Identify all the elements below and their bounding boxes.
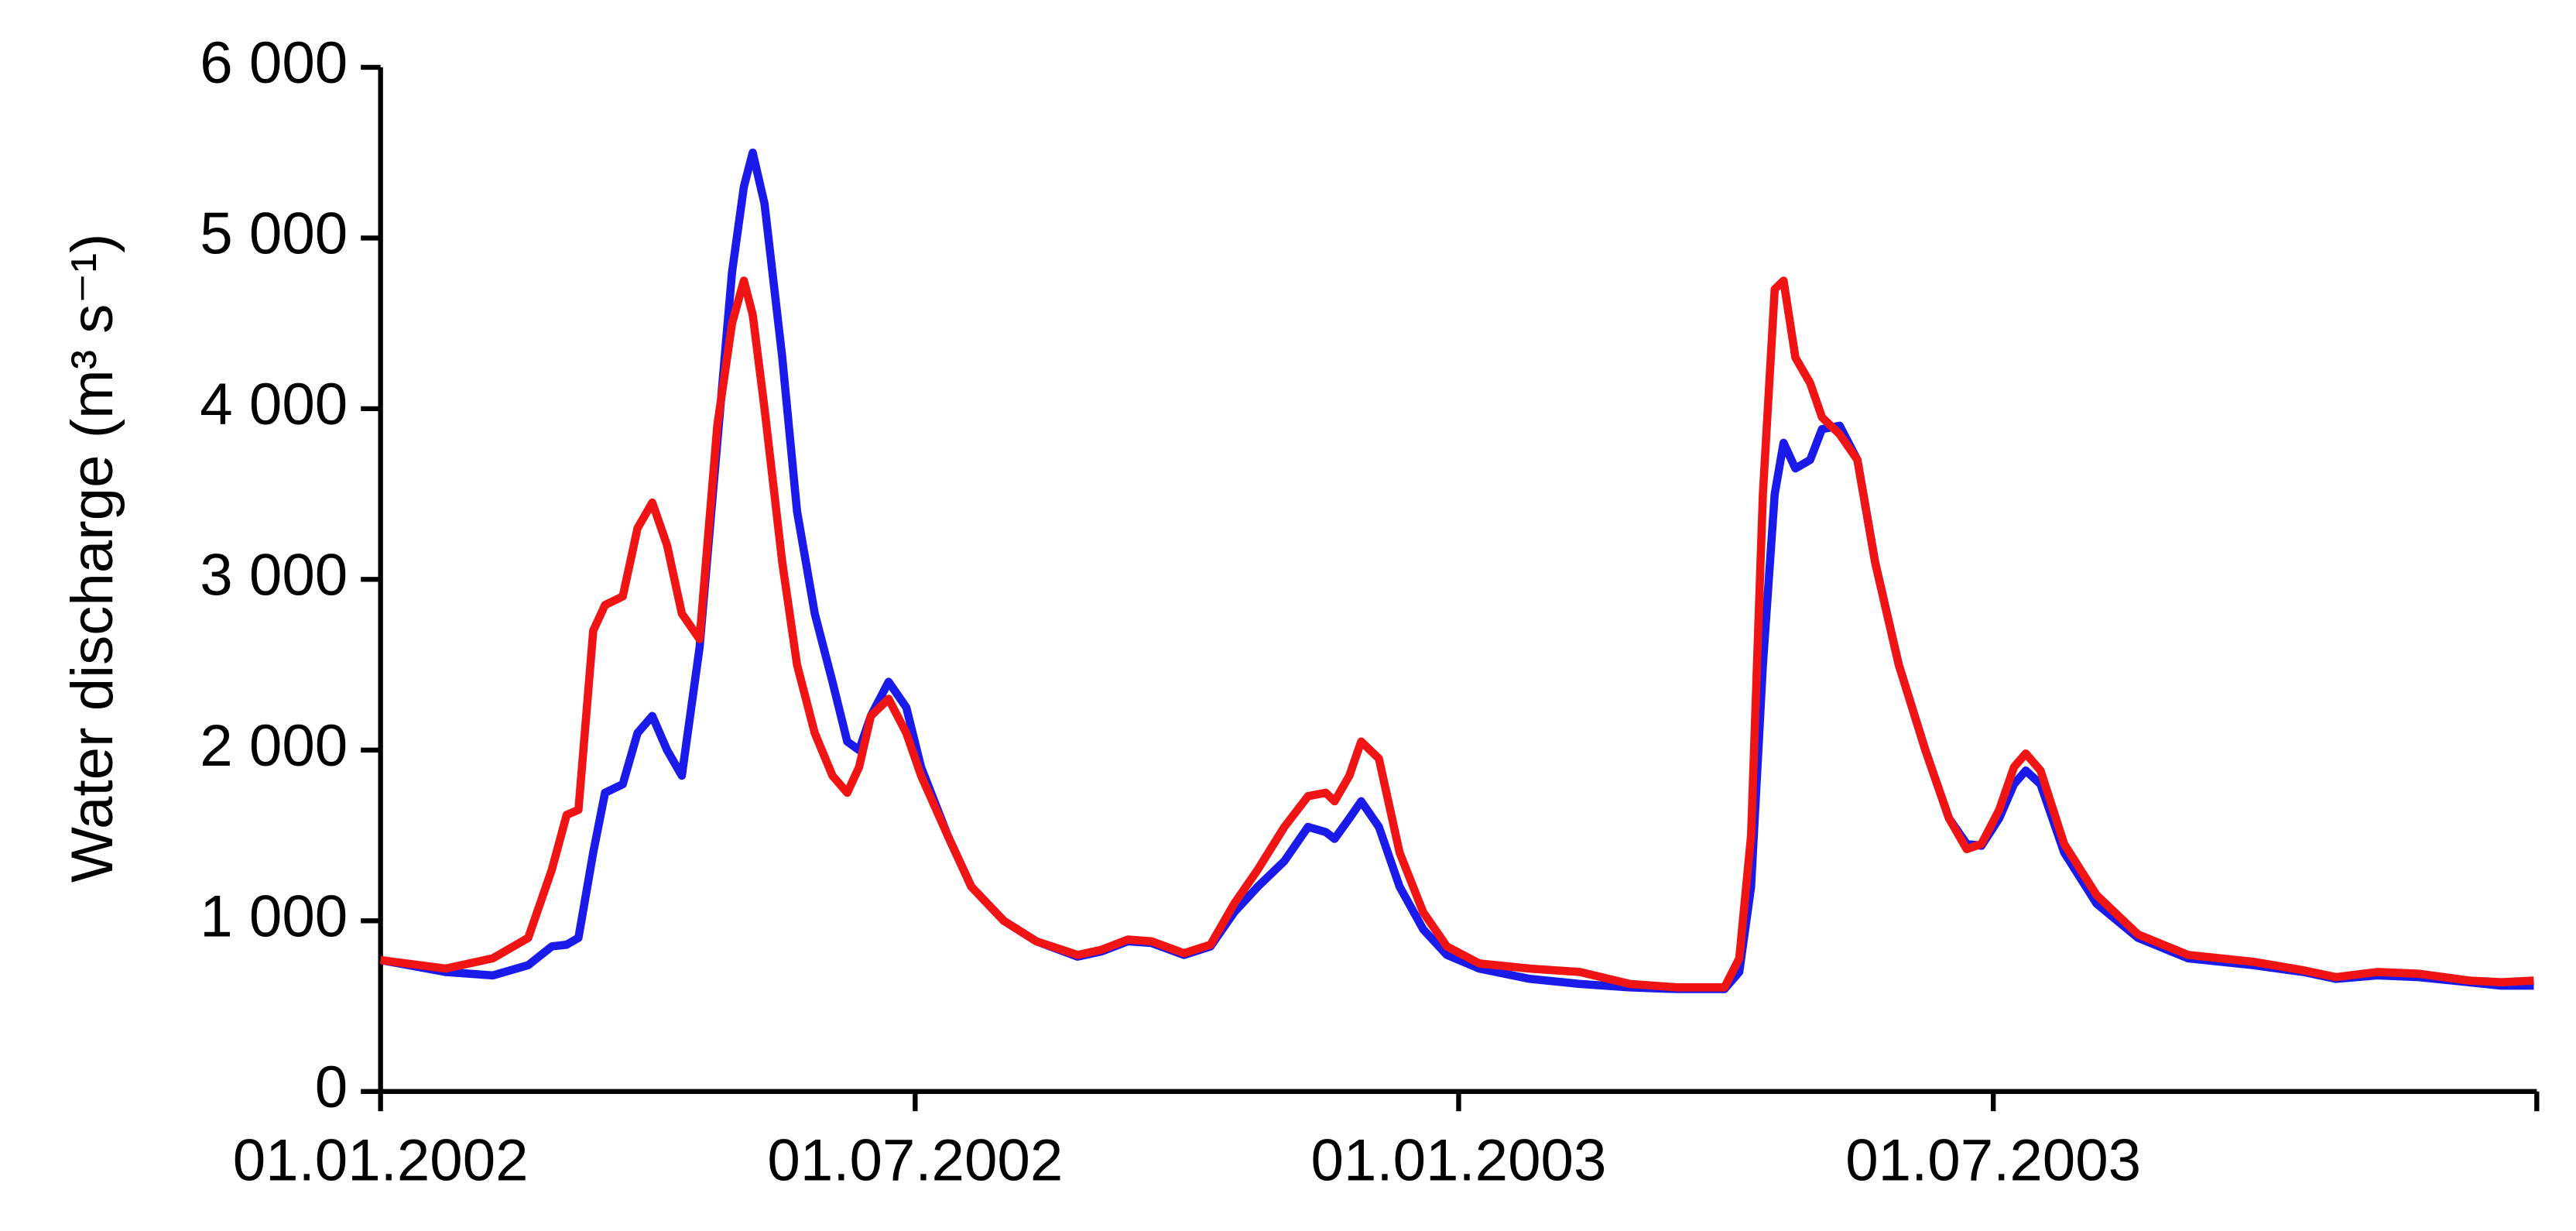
y-tick-label: 2 000 <box>200 713 348 779</box>
x-tick-label: 01.01.2003 <box>1311 1127 1607 1193</box>
y-tick-label: 5 000 <box>200 201 348 267</box>
x-tick-label: 01.01.2002 <box>233 1127 529 1193</box>
x-tick-label: 01.07.2002 <box>767 1127 1063 1193</box>
series-line <box>379 276 2534 992</box>
x-tick-label: 01.07.2003 <box>1845 1127 2141 1193</box>
y-tick-label: 0 <box>315 1054 348 1120</box>
y-tick-label: 6 000 <box>200 30 348 96</box>
y-tick-label: 1 000 <box>200 883 348 949</box>
y-tick-label: 4 000 <box>200 372 348 437</box>
y-tick-label: 3 000 <box>200 543 348 609</box>
y-axis-label: Water discharge (m³ s⁻¹) <box>60 233 125 883</box>
